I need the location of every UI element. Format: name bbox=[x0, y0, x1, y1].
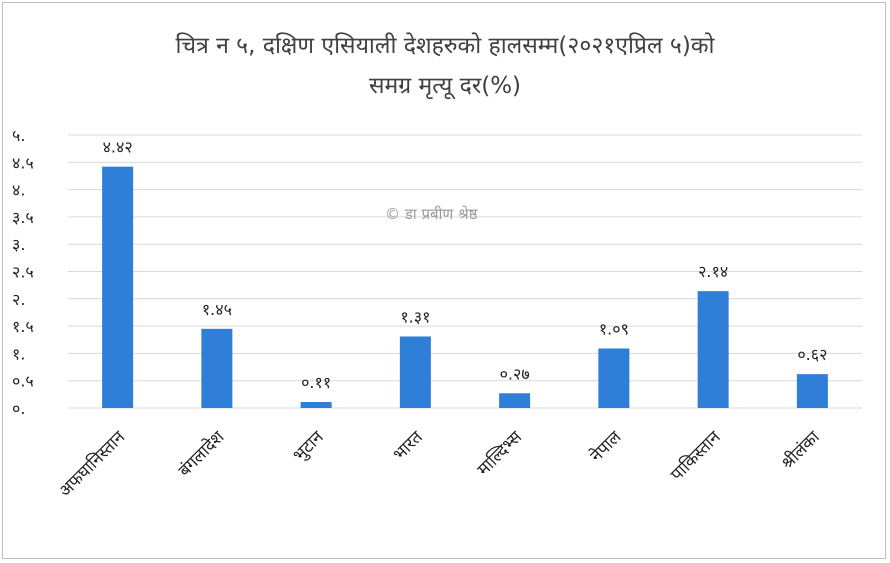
data-label: २.१४ bbox=[698, 262, 728, 281]
bar bbox=[300, 401, 332, 408]
bar bbox=[102, 166, 134, 408]
data-label: १.४५ bbox=[202, 300, 232, 319]
y-tick-label: ५. bbox=[12, 126, 25, 145]
data-label: ०.२७ bbox=[500, 364, 530, 383]
y-tick-label: ४. bbox=[12, 181, 25, 200]
y-tick-label: २. bbox=[12, 290, 25, 309]
y-tick-label: २.५ bbox=[12, 263, 34, 282]
data-label: १.०९ bbox=[599, 319, 629, 338]
y-tick-label: १.५ bbox=[12, 317, 34, 336]
y-axis-tick-labels: ०. ०.५ १. १.५ २. २.५ ३. ३.५ ४. ४.५ ५. bbox=[12, 126, 34, 418]
bar bbox=[697, 291, 729, 408]
chart-title-line2: समग्र मृत्यू दर(%) bbox=[368, 73, 522, 99]
x-category-label: नेपाल bbox=[586, 426, 626, 466]
data-label: ०.६२ bbox=[797, 345, 827, 364]
bar bbox=[201, 328, 233, 408]
bar bbox=[399, 336, 431, 408]
y-tick-label: ३.५ bbox=[12, 208, 34, 227]
bar bbox=[598, 348, 630, 408]
data-label: ४.४२ bbox=[103, 138, 133, 157]
bar bbox=[499, 393, 531, 408]
y-tick-label: ०.५ bbox=[12, 372, 34, 391]
y-tick-label: ०. bbox=[12, 399, 25, 418]
y-tick-label: ३. bbox=[12, 235, 25, 254]
data-label: १.३१ bbox=[400, 307, 430, 326]
data-label: ०.११ bbox=[301, 373, 331, 392]
watermark-text: © डा प्रबीण श्रेष्ठ bbox=[385, 205, 479, 223]
x-category-label: माल्दिभ्स bbox=[473, 426, 527, 480]
x-category-label: अफघानिस्तान bbox=[55, 426, 130, 501]
chart-title: चित्र न ५, दक्षिण एसियाली देशहरुको हालसम… bbox=[0, 26, 890, 106]
x-axis-category-labels: अफघानिस्तान बंगलादेश भुटान भारत माल्दिभ्स नेप… bbox=[55, 426, 825, 501]
y-tick-label: ४.५ bbox=[12, 153, 34, 172]
x-category-label: पाकिस्तान bbox=[666, 426, 725, 485]
bar bbox=[796, 374, 828, 408]
x-category-label: भारत bbox=[389, 427, 427, 465]
x-category-label: भुटान bbox=[289, 427, 328, 466]
x-category-label: बंगलादेश bbox=[174, 426, 229, 481]
y-tick-label: १. bbox=[12, 344, 25, 363]
data-labels: ४.४२ १.४५ ०.११ १.३१ ०.२७ १.०९ २.१४ ०.६२ bbox=[103, 138, 828, 392]
gridlines bbox=[68, 134, 862, 409]
x-category-label: श्रीलंका bbox=[777, 426, 824, 473]
bars bbox=[102, 166, 828, 408]
chart-title-line1: चित्र न ५, दक्षिण एसियाली देशहरुको हालसम… bbox=[175, 33, 715, 59]
